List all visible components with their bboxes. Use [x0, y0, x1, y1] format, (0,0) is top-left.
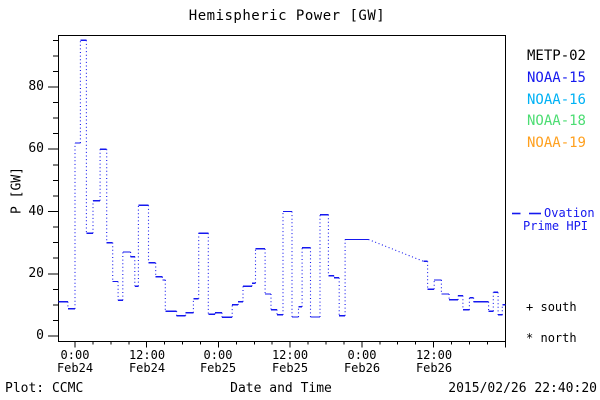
legend-satellite-noaa-19: NOAA-19 [526, 135, 586, 151]
legend-south-marker: + south [526, 300, 577, 314]
legend-north-label: north [540, 331, 577, 345]
legend-satellite-noaa-15: NOAA-15 [526, 70, 586, 86]
legend-satellite-noaa-18: NOAA-18 [526, 113, 586, 129]
legend-satellite-noaa-16: NOAA-16 [526, 92, 586, 108]
x-tick-label: 0:00 Feb24 [56, 348, 94, 375]
asterisk-icon: * [526, 331, 534, 345]
plot-timestamp: 2015/02/26 22:40:20 [448, 381, 597, 396]
y-tick-label: 0 [36, 328, 44, 343]
legend-north-marker: * north [526, 331, 577, 345]
plot-source-label: Plot: CCMC [5, 381, 84, 396]
legend-ovation-line2: Prime HPI [523, 219, 589, 233]
x-tick-label: 12:00 Feb26 [415, 348, 453, 375]
legend-satellite-metp-02: METP-02 [526, 48, 586, 64]
y-tick-label: 80 [28, 79, 44, 94]
chart-title: Hemispheric Power [GW] [188, 8, 386, 24]
y-tick-label: 60 [28, 141, 44, 156]
y-tick-label: 20 [28, 266, 44, 281]
x-tick-label: 12:00 Feb25 [271, 348, 309, 375]
x-tick-label: 0:00 Feb26 [343, 348, 381, 375]
legend-south-label: south [540, 300, 577, 314]
x-axis-label: Date and Time [230, 381, 332, 396]
legend-ovation-line1: Ovation [544, 206, 595, 220]
y-tick-label: 40 [28, 204, 44, 219]
x-tick-label: 0:00 Feb25 [199, 348, 237, 375]
plus-icon: + [526, 300, 534, 314]
x-tick-label: 12:00 Feb24 [128, 348, 166, 375]
